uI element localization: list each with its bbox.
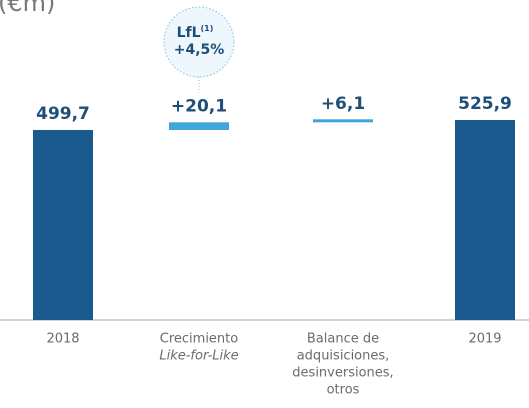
category-label: Balance de [307, 332, 379, 347]
bar [455, 120, 515, 320]
value-label: +6,1 [321, 94, 365, 114]
value-label: 499,7 [36, 104, 90, 124]
chart-title: (€m) [0, 0, 55, 17]
category-label: 2018 [46, 332, 79, 347]
category-label: otros [327, 383, 360, 398]
annotation-title-text: LfL [177, 25, 201, 41]
annotation-text: +4,5% [174, 42, 225, 58]
category-label: desinversiones, [292, 366, 393, 381]
annotation-note: (1) [201, 24, 214, 33]
category-label: adquisiciones, [297, 349, 390, 364]
bar [33, 129, 93, 320]
annotation-bubble [163, 6, 235, 78]
bar [313, 119, 373, 123]
bar [169, 122, 229, 130]
annotation-title: LfL(1) [177, 24, 214, 42]
category-label: Crecimiento [160, 332, 239, 347]
value-label: 525,9 [458, 94, 512, 114]
category-label: 2019 [468, 332, 501, 347]
category-label: Like-for-Like [159, 349, 238, 364]
value-label: +20,1 [171, 96, 227, 116]
